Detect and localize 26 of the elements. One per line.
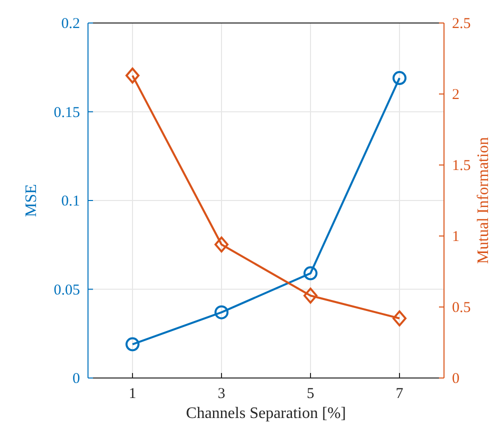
y-axis-title: MSE	[23, 184, 40, 217]
point	[392, 71, 406, 86]
y2-tick-label: 1.5	[452, 158, 471, 174]
y-tick-label: 0.1	[61, 194, 80, 210]
point	[214, 305, 228, 320]
x-tick-label: 7	[396, 386, 404, 402]
point	[304, 288, 318, 304]
x-tick-label: 3	[218, 386, 226, 402]
y2-tick-label: 2.5	[452, 16, 471, 32]
y-tick-label: 0.15	[54, 104, 80, 121]
x-tick-label: 1	[128, 386, 136, 402]
y2-tick-label: 0	[452, 371, 460, 387]
y2-axis-title: Mutual Information	[475, 137, 491, 264]
point	[214, 236, 228, 253]
point	[126, 68, 140, 84]
y-tick-label: 0	[72, 371, 80, 387]
y2-tick-label: 1	[452, 229, 460, 245]
y-tick-label: 0.05	[54, 282, 80, 298]
point	[304, 266, 318, 280]
x-axis-title: Channels Separation [%]	[186, 405, 346, 422]
y2-tick-label: 0.5	[452, 300, 471, 316]
point	[126, 337, 140, 352]
y-tick-label: 0.2	[61, 16, 80, 32]
point	[392, 310, 406, 326]
x-tick-label: 5	[306, 386, 314, 402]
y2-tick-label: 2	[452, 87, 460, 103]
